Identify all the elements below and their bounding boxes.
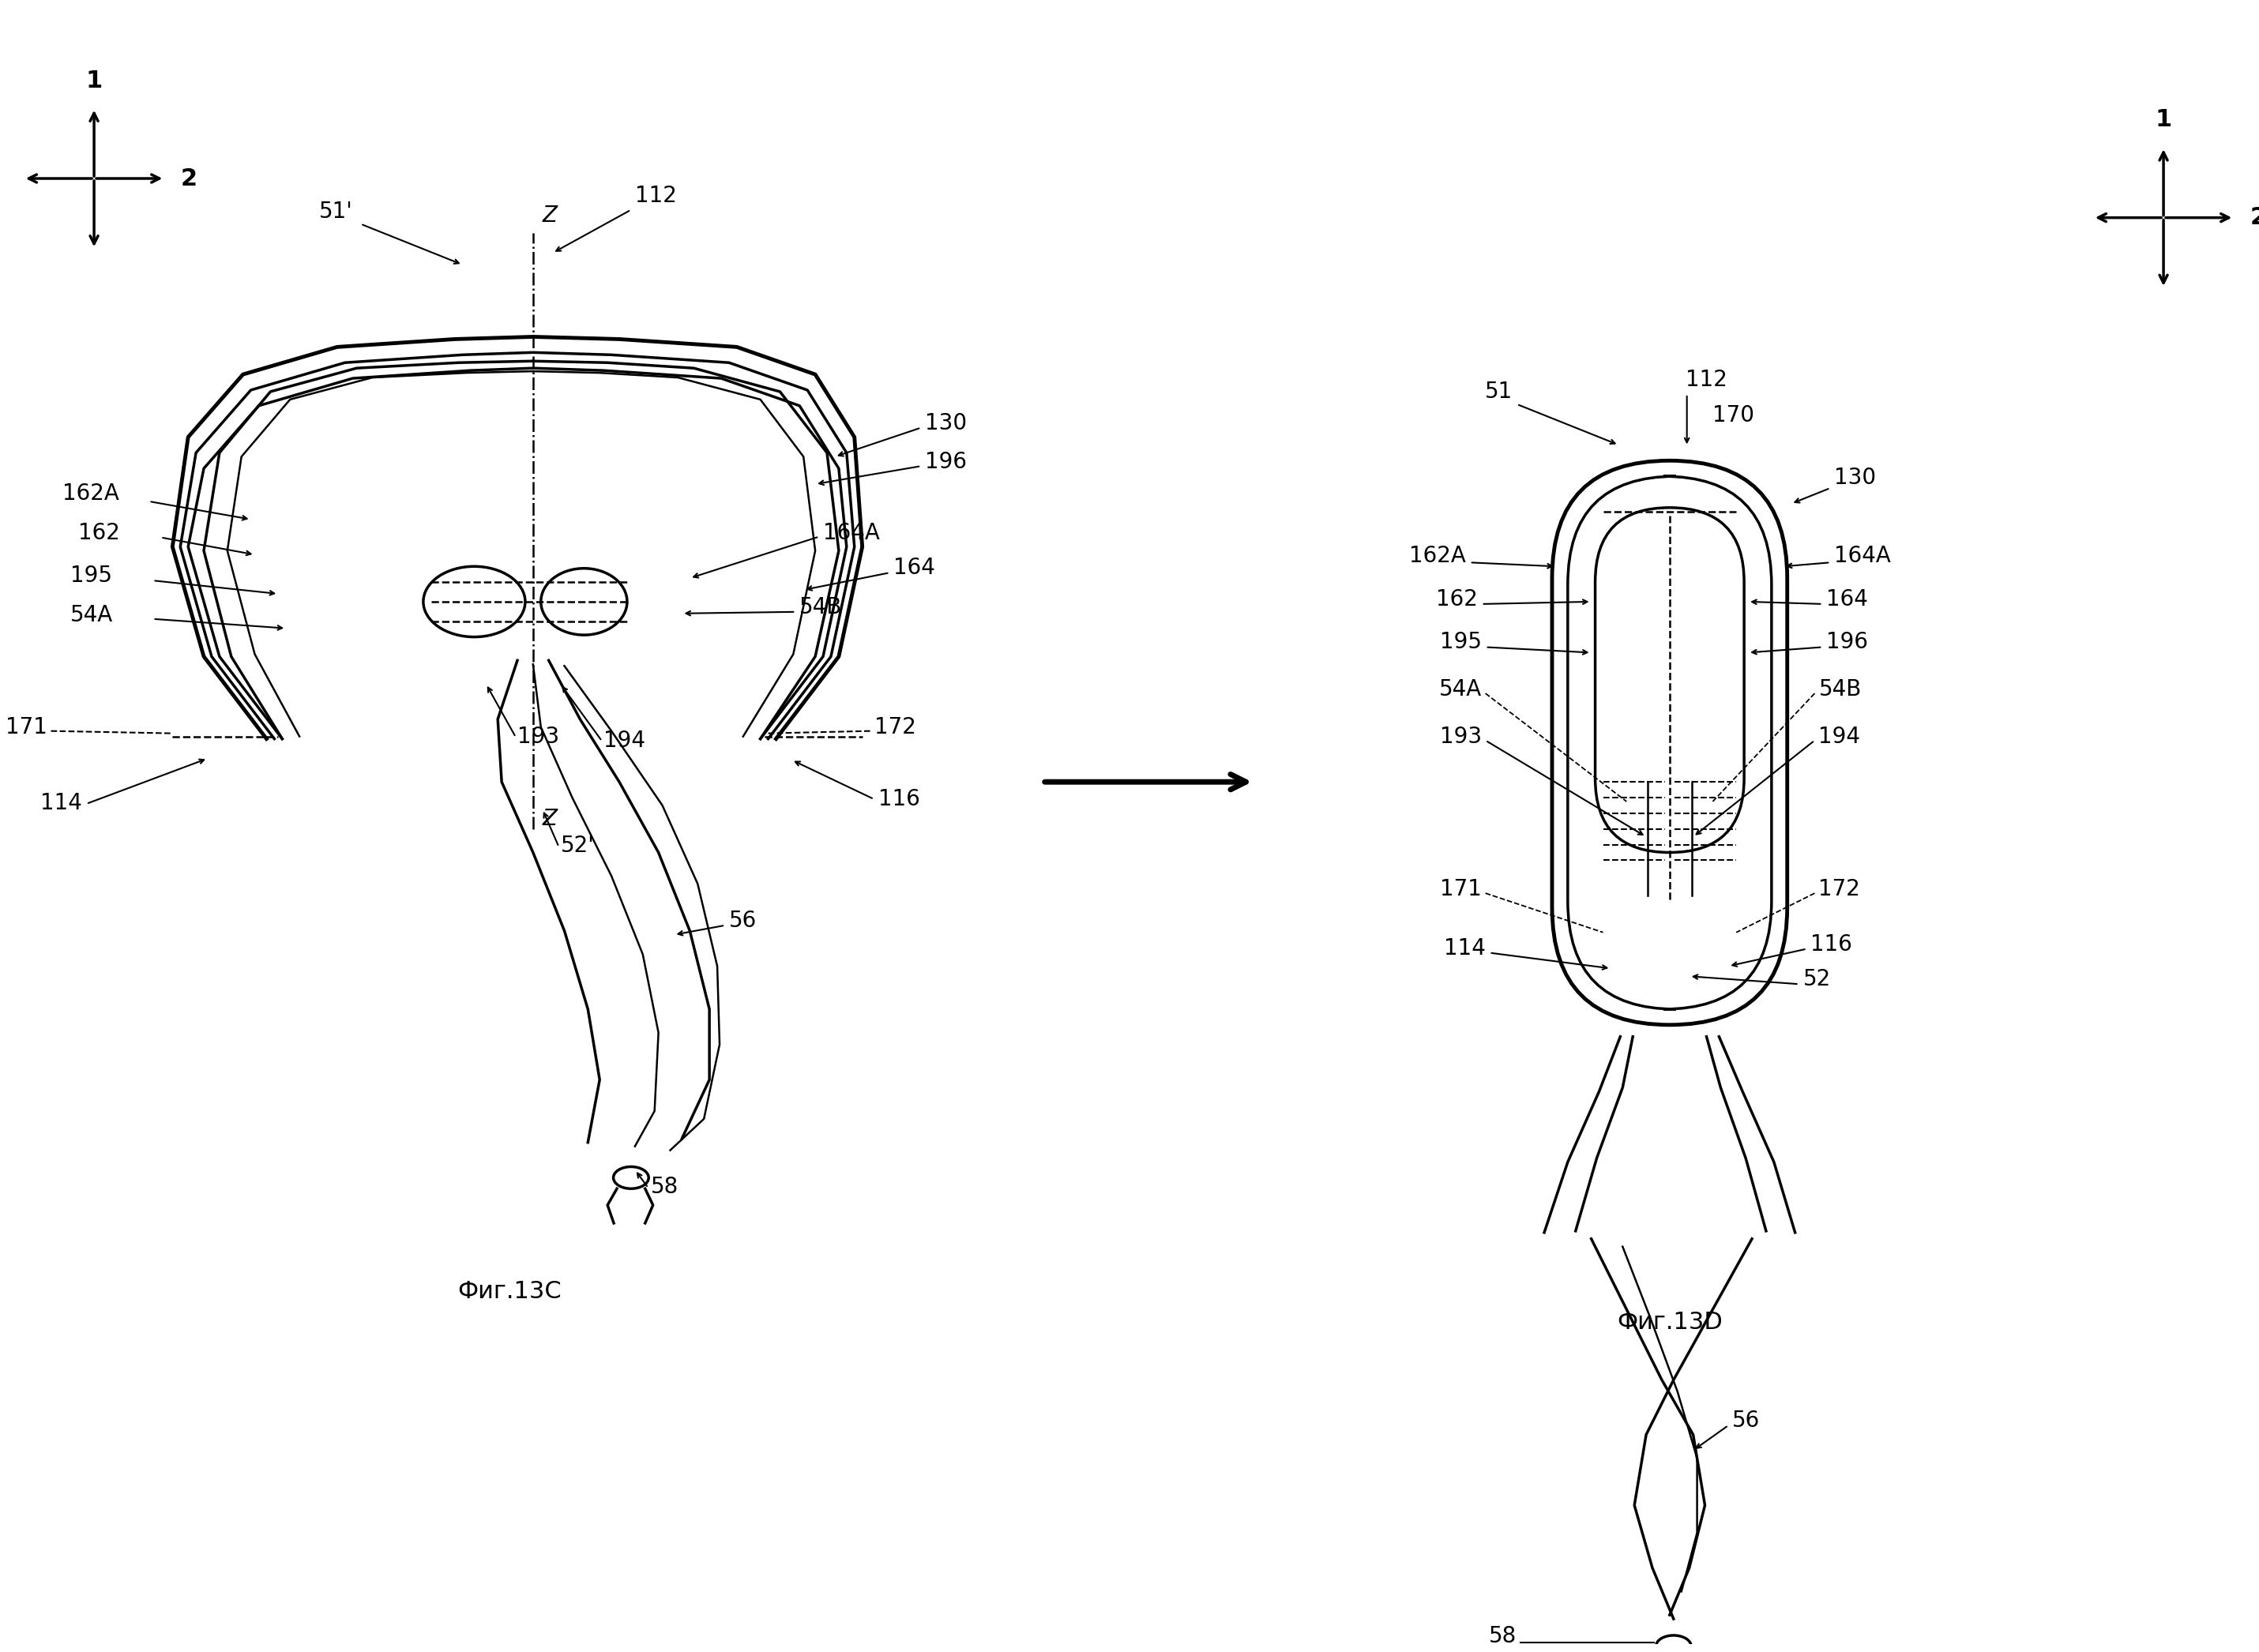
Text: 52': 52' [560,834,594,857]
Text: 162: 162 [1437,588,1477,610]
Text: 51: 51 [1484,380,1514,403]
Text: 194: 194 [603,729,646,752]
Text: 193: 193 [1439,725,1482,747]
Text: 196: 196 [1828,631,1868,654]
Text: 56: 56 [1733,1409,1760,1432]
Text: 170: 170 [1712,405,1755,426]
Text: 164: 164 [1828,588,1868,610]
Text: 54A: 54A [70,605,113,626]
Text: 171: 171 [5,715,47,738]
Text: 172: 172 [1818,879,1861,900]
Text: 194: 194 [1818,725,1861,747]
Text: 112: 112 [635,185,678,206]
Text: 54A: 54A [1439,679,1482,700]
Text: 114: 114 [41,791,81,814]
Text: 54B: 54B [1818,679,1861,700]
Text: 130: 130 [1834,468,1877,489]
Text: 2: 2 [2250,206,2259,230]
Text: Фиг.13C: Фиг.13C [459,1280,562,1303]
Text: 56: 56 [730,910,757,932]
Text: 54B: 54B [800,596,843,618]
Text: 164: 164 [895,557,935,578]
Text: 193: 193 [517,725,560,747]
Text: 164A: 164A [1834,545,1891,567]
Text: Z: Z [542,808,558,829]
Text: Z: Z [542,205,558,226]
Text: 116: 116 [1812,933,1852,955]
Text: 58: 58 [1489,1626,1516,1647]
Text: 196: 196 [924,451,967,472]
Text: 164A: 164A [822,522,879,544]
Text: 195: 195 [1439,631,1482,654]
Text: 1: 1 [2155,109,2171,132]
Text: 116: 116 [879,788,919,809]
Text: 1: 1 [86,69,102,93]
Text: 114: 114 [1444,937,1486,960]
Text: 52: 52 [1803,968,1830,991]
Text: 51': 51' [319,200,352,223]
Text: 130: 130 [924,411,967,434]
Text: 162A: 162A [1410,545,1466,567]
Text: 195: 195 [70,565,113,586]
Text: 112: 112 [1685,368,1728,392]
Text: 2: 2 [181,167,197,190]
Text: 172: 172 [874,715,915,738]
Text: 162: 162 [79,522,120,544]
Text: 171: 171 [1439,879,1482,900]
Text: Фиг.13D: Фиг.13D [1617,1312,1721,1335]
Text: 58: 58 [651,1176,678,1198]
Text: 162A: 162A [63,482,120,504]
